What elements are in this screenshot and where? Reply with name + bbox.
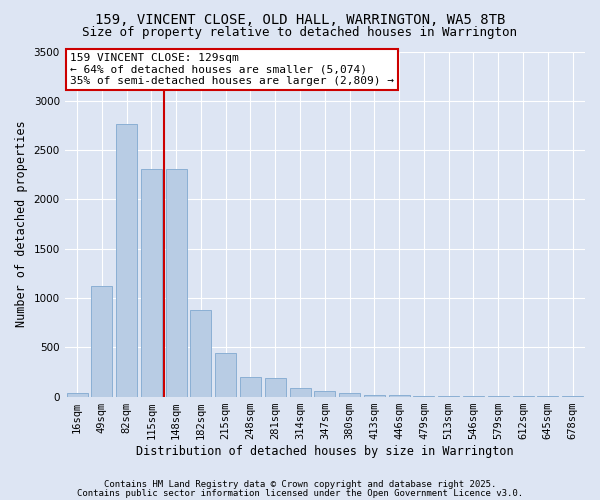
Bar (190, 310, 211, 396)
Y-axis label: Number of detached properties: Number of detached properties (15, 120, 28, 328)
Bar (290, 388, 311, 396)
X-axis label: Distribution of detached houses by size in Warrington: Distribution of detached houses by size … (136, 444, 514, 458)
Bar (67, 392, 88, 396)
Bar (141, 169, 162, 396)
Bar (314, 391, 335, 396)
Bar (91, 286, 112, 397)
Bar (240, 378, 261, 396)
Bar (339, 392, 360, 396)
Text: Contains HM Land Registry data © Crown copyright and database right 2025.: Contains HM Land Registry data © Crown c… (104, 480, 496, 489)
Text: Size of property relative to detached houses in Warrington: Size of property relative to detached ho… (83, 26, 517, 39)
Bar (364, 394, 385, 396)
Text: 159, VINCENT CLOSE, OLD HALL, WARRINGTON, WA5 8TB: 159, VINCENT CLOSE, OLD HALL, WARRINGTON… (95, 12, 505, 26)
Bar (389, 395, 410, 396)
Bar (116, 124, 137, 396)
Bar (215, 353, 236, 397)
Bar (265, 378, 286, 396)
Text: Contains public sector information licensed under the Open Government Licence v3: Contains public sector information licen… (77, 489, 523, 498)
Bar (166, 169, 187, 396)
Text: 159 VINCENT CLOSE: 129sqm
← 64% of detached houses are smaller (5,074)
35% of se: 159 VINCENT CLOSE: 129sqm ← 64% of detac… (70, 53, 394, 86)
